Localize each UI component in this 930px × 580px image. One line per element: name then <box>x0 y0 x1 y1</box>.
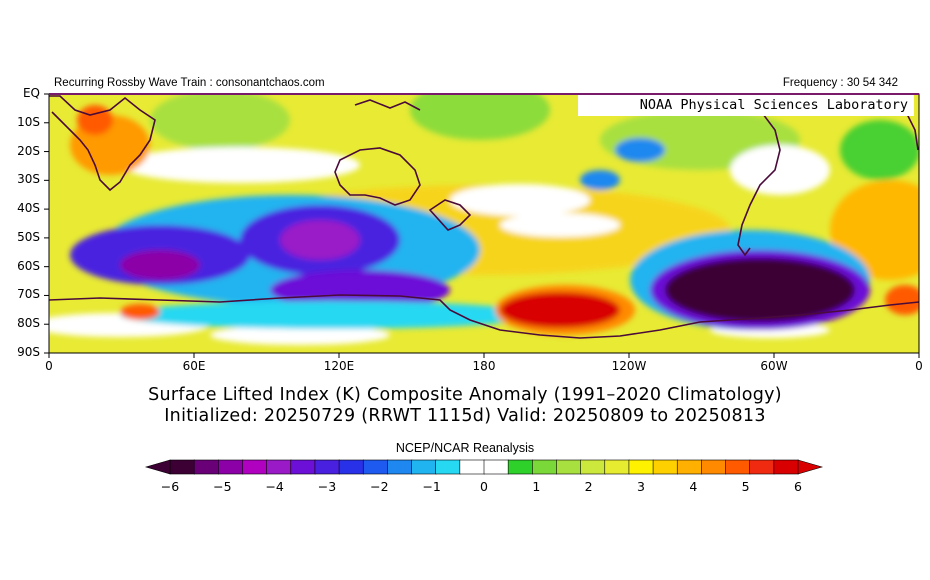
lon-label: 120W <box>611 359 647 373</box>
colorbar-label: NCEP/NCAR Reanalysis <box>395 441 535 455</box>
colorbar-tick-label: 0 <box>480 479 488 494</box>
colorbar-swatch <box>701 459 727 475</box>
lat-label: 70S <box>17 287 40 302</box>
colorbar-swatch <box>387 459 413 475</box>
lat-label: 10S <box>17 114 40 129</box>
colorbar-swatch <box>411 459 437 475</box>
lat-label: 20S <box>17 143 40 158</box>
colorbar-swatch <box>749 459 775 475</box>
lat-label: 30S <box>17 172 40 187</box>
lon-label: 60E <box>182 359 206 373</box>
colorbar-swatch <box>218 459 244 475</box>
colorbar-swatch <box>242 459 268 475</box>
colorbar-swatch <box>459 459 485 475</box>
header-left-text: Recurring Rossby Wave Train : consonantc… <box>54 77 325 89</box>
colorbar-tick-label: 2 <box>584 479 593 494</box>
colorbar-swatch <box>652 459 679 475</box>
colorbar-swatch <box>435 459 461 475</box>
colorbar-swatch <box>193 459 220 475</box>
colorbar-swatch <box>362 459 389 475</box>
colorbar-swatch <box>338 459 365 475</box>
colorbar-swatch <box>676 459 703 475</box>
lat-label: 90S <box>17 345 40 359</box>
credit-label: NOAA Physical Sciences Laboratory <box>578 95 914 116</box>
colorbar-swatch <box>532 459 558 475</box>
colorbar-tick-label: 6 <box>794 479 802 494</box>
lat-label: 80S <box>17 316 40 331</box>
colorbar-tick-label: −2 <box>370 479 389 494</box>
lon-label: 0 <box>45 359 53 373</box>
colorbar-min-arrow <box>144 459 171 475</box>
colorbar-swatch <box>169 459 195 475</box>
colorbar-swatch <box>266 459 292 475</box>
colorbar-tick-label: −5 <box>213 479 232 494</box>
colorbar-swatch <box>556 459 582 475</box>
lon-label: 180 <box>472 359 496 373</box>
lon-label: 0 <box>915 359 923 373</box>
colorbar-tick-label: 4 <box>689 479 698 494</box>
colorbar-swatch <box>773 459 799 475</box>
colorbar-swatch <box>290 459 316 475</box>
colorbar-swatch <box>314 459 340 475</box>
lat-label: EQ <box>22 86 40 100</box>
colorbar-tick-label: 5 <box>741 479 750 494</box>
lat-label: 40S <box>17 201 40 216</box>
colorbar-swatch <box>628 459 654 475</box>
lat-label: 60S <box>17 258 40 273</box>
lon-label: 60W <box>760 359 788 373</box>
colorbar-tick-label: −4 <box>265 479 284 494</box>
colorbar-max-arrow <box>797 459 824 475</box>
colorbar-swatch <box>580 459 606 475</box>
chart-title: Surface Lifted Index (K) Composite Anoma… <box>148 385 782 405</box>
colorbar-tick-label: −6 <box>160 479 180 494</box>
colorbar-swatch <box>725 459 751 475</box>
chart-subtitle: Initialized: 20250729 (RRWT 1115d) Valid… <box>164 406 766 426</box>
lat-label: 50S <box>17 229 40 244</box>
colorbar-swatch <box>483 459 509 475</box>
lon-label: 120E <box>323 359 355 373</box>
colorbar-swatch <box>604 459 630 475</box>
colorbar-tick-label: 3 <box>637 479 645 494</box>
colorbar-swatch <box>507 459 534 475</box>
coastlines <box>49 94 919 339</box>
colorbar-tick-label: 1 <box>532 479 541 494</box>
colorbar-tick-label: −3 <box>317 479 337 494</box>
header-right-text: Frequency : 30 54 342 <box>782 77 898 89</box>
colorbar-tick-label: −1 <box>422 479 441 494</box>
